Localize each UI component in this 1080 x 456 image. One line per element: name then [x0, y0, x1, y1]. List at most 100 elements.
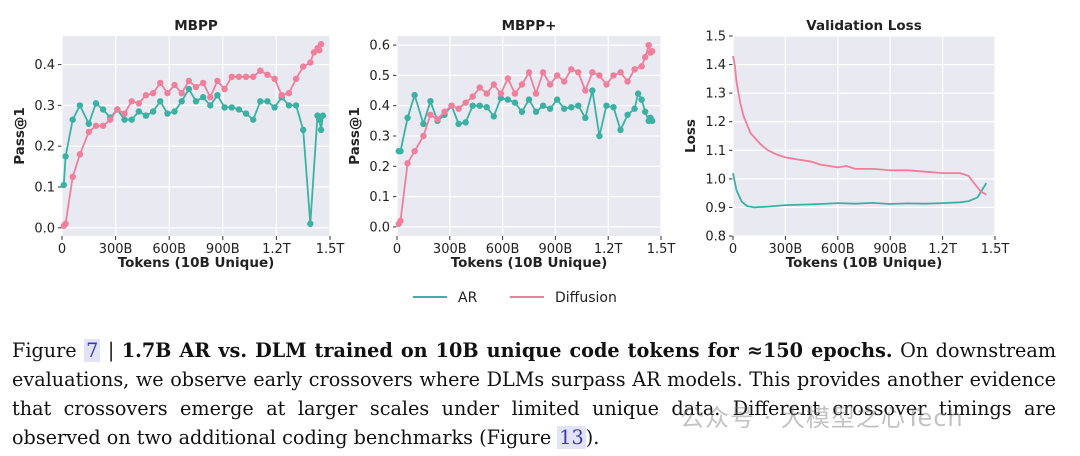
- data-point-ar: [199, 94, 207, 101]
- y-tick-label: 0.0: [34, 221, 55, 236]
- data-point-diffusion: [92, 122, 100, 129]
- data-point-diffusion: [149, 89, 157, 97]
- caption-separator: |: [100, 339, 122, 362]
- legend: AR Diffusion: [413, 290, 617, 306]
- data-point-diffusion: [214, 77, 221, 85]
- data-point-ar: [476, 102, 483, 109]
- x-tick-label: 0: [729, 242, 737, 257]
- data-point-diffusion: [539, 69, 547, 76]
- x-tick-label: 600B: [152, 242, 186, 257]
- x-tick-label: 900B: [873, 242, 907, 257]
- data-point-diffusion: [271, 75, 278, 83]
- data-point-diffusion: [142, 91, 150, 99]
- data-point-diffusion: [441, 108, 448, 115]
- data-point-ar: [638, 96, 645, 103]
- data-point-diffusion: [178, 89, 185, 97]
- data-point-diffusion: [546, 81, 554, 88]
- data-point-ar: [582, 114, 589, 122]
- x-tick-label: 0: [393, 242, 401, 257]
- data-point-ar: [469, 102, 476, 109]
- data-point-diffusion: [85, 128, 93, 136]
- chart-panel-0: 0.0 0.1 0.2 0.3 0.4 0 300B 600B 900B 1.2T 1.5T MBPP…: [12, 18, 344, 271]
- data-point-ar: [317, 126, 325, 134]
- data-point-diffusion: [292, 75, 300, 83]
- data-point-diffusion: [462, 99, 469, 106]
- data-point-ar: [483, 104, 490, 111]
- caption-figure-number-link[interactable]: 7: [84, 339, 101, 362]
- y-tick-label: 0.4: [34, 58, 55, 73]
- data-point-ar: [92, 100, 100, 107]
- data-point-ar: [631, 105, 638, 112]
- caption-figure-word: Figure: [12, 339, 77, 362]
- plot-area: [62, 36, 330, 236]
- chart-title: Validation Loss: [806, 18, 921, 34]
- data-point-ar: [497, 94, 505, 102]
- data-point-ar: [397, 147, 404, 155]
- data-point-ar: [171, 108, 178, 115]
- series-line-ar: [62, 88, 324, 225]
- legend-ar-label: AR: [458, 290, 478, 306]
- y-axis-label: Pass@1: [347, 107, 363, 165]
- data-point-diffusion: [285, 89, 293, 97]
- data-point-ar: [192, 98, 200, 105]
- data-point-diffusion: [235, 73, 243, 81]
- data-point-ar: [546, 105, 554, 112]
- x-axis-label: Tokens (10B Unique): [118, 255, 275, 271]
- y-tick-label: 0.4: [369, 99, 390, 114]
- y-tick-label: 0.5: [369, 69, 390, 84]
- data-point-diffusion: [404, 160, 411, 167]
- x-tick-label: 1.5T: [316, 242, 345, 257]
- data-point-diffusion: [307, 59, 314, 66]
- data-point-ar: [624, 111, 631, 118]
- data-point-ar: [85, 120, 93, 127]
- y-axis-label: Pass@1: [12, 107, 28, 165]
- data-point-diffusion: [185, 77, 193, 85]
- data-point-diffusion: [164, 89, 171, 97]
- caption-body-2: ).: [585, 426, 600, 449]
- y-tick-label: 0.1: [34, 181, 55, 196]
- data-point-diffusion: [316, 47, 323, 54]
- data-point-ar: [634, 90, 642, 97]
- data-point-diffusion: [641, 54, 649, 61]
- data-point-diffusion: [603, 81, 610, 88]
- data-point-ar: [149, 108, 157, 115]
- data-point-diffusion: [638, 63, 645, 70]
- y-tick-label: 0.1: [369, 190, 390, 205]
- data-point-ar: [257, 98, 264, 105]
- data-point-diffusion: [62, 220, 69, 227]
- y-tick-label: 1.2: [705, 115, 726, 130]
- data-point-ar: [62, 153, 69, 160]
- caption-figure-13-link[interactable]: 13: [557, 426, 586, 449]
- data-point-ar: [185, 85, 193, 93]
- x-tick-label: 900B: [539, 242, 573, 257]
- legend-diffusion-label: Diffusion: [555, 290, 617, 306]
- x-axis-label: Tokens (10B Unique): [451, 255, 608, 271]
- data-point-ar: [420, 120, 427, 128]
- data-point-ar: [568, 104, 575, 111]
- y-tick-label: 1.4: [705, 58, 726, 73]
- data-point-diffusion: [455, 105, 462, 112]
- data-point-ar: [617, 126, 624, 134]
- data-point-diffusion: [568, 66, 575, 73]
- data-point-ar: [455, 120, 462, 128]
- data-point-ar: [411, 91, 418, 99]
- y-tick-label: 0.3: [369, 130, 390, 145]
- data-point-ar: [242, 110, 250, 117]
- data-point-diffusion: [114, 106, 121, 113]
- x-tick-label: 1.2T: [928, 242, 957, 257]
- y-tick-label: 0.2: [34, 140, 55, 155]
- data-point-diffusion: [511, 90, 519, 97]
- data-point-diffusion: [420, 132, 427, 140]
- data-point-ar: [128, 116, 135, 123]
- data-point-ar: [164, 110, 171, 117]
- data-point-ar: [99, 106, 107, 113]
- data-point-diffusion: [575, 69, 582, 76]
- data-point-diffusion: [631, 66, 638, 73]
- data-point-diffusion: [257, 67, 264, 74]
- x-tick-label: 1.2T: [594, 242, 623, 257]
- data-point-diffusion: [264, 71, 271, 78]
- data-point-ar: [285, 102, 293, 109]
- data-point-diffusion: [207, 94, 214, 101]
- chart-title: MBPP+: [502, 18, 557, 34]
- data-point-diffusion: [107, 116, 114, 123]
